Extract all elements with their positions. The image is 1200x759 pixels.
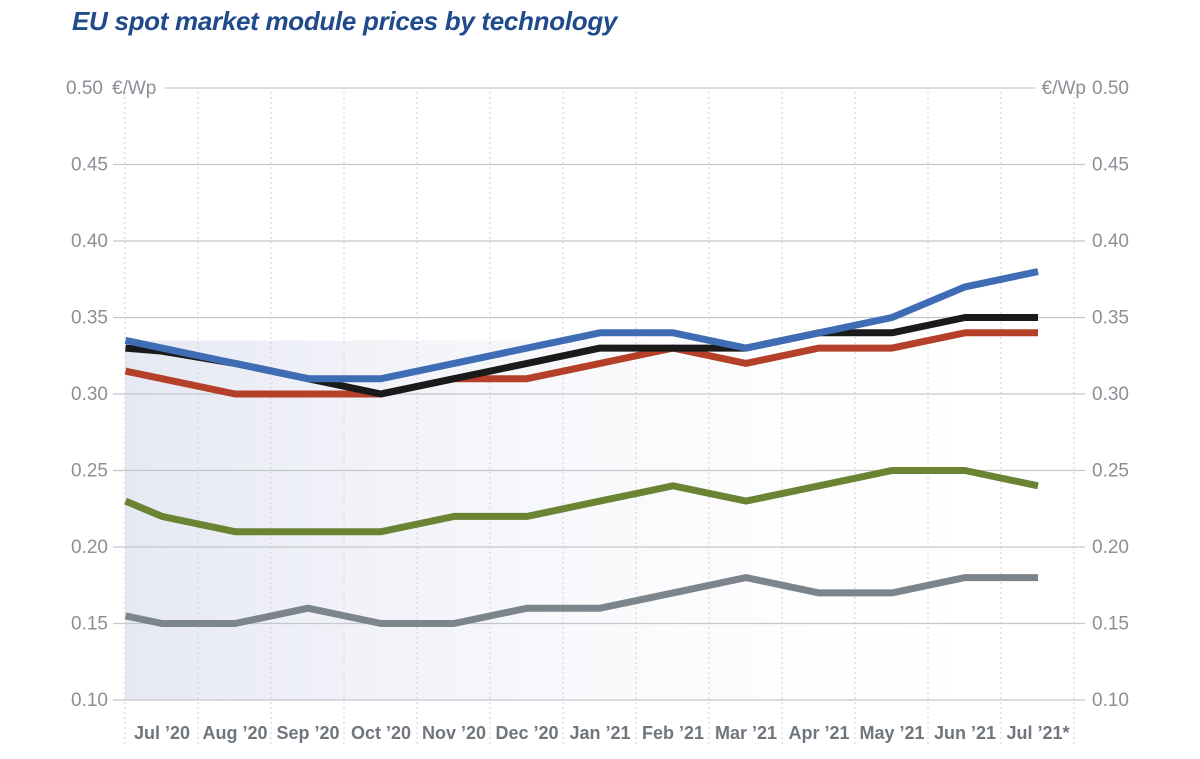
- y-axis-unit-left: €/Wp: [112, 78, 156, 99]
- y-tick-label-left: 0.25: [71, 461, 108, 482]
- y-tick-label-right: 0.10: [1092, 690, 1129, 711]
- x-tick-label: Jan ’21: [569, 723, 630, 743]
- y-tick-label-right: 0.45: [1092, 155, 1129, 176]
- x-tick-label: Feb ’21: [642, 723, 704, 743]
- chart-title: EU spot market module prices by technolo…: [72, 6, 618, 36]
- y-tick-label-left: 0.30: [71, 384, 108, 405]
- series-red-line: [124, 329, 1038, 398]
- series-blue-line: [124, 268, 1039, 383]
- y-tick-label-left: 0.45: [71, 155, 108, 176]
- x-tick-label: May ’21: [859, 723, 924, 743]
- y-tick-label-left: 0.10: [71, 690, 108, 711]
- y-tick-label-left: 0.40: [71, 231, 108, 252]
- x-tick-label: Aug ’20: [202, 723, 267, 743]
- y-tick-label-right: 0.25: [1092, 461, 1129, 482]
- y-tick-label-left: 0.50: [66, 78, 103, 99]
- y-tick-label-right: 0.35: [1092, 308, 1129, 329]
- y-tick-label-left: 0.15: [71, 614, 108, 635]
- x-tick-label: Sep ’20: [276, 723, 339, 743]
- y-tick-label-left: 0.20: [71, 537, 108, 558]
- x-tick-label: Jun ’21: [934, 723, 996, 743]
- x-tick-label: Jul ’20: [134, 723, 190, 743]
- y-tick-label-right: 0.40: [1092, 231, 1129, 252]
- y-tick-label-left: 0.35: [71, 308, 108, 329]
- plot-background: [125, 340, 1055, 700]
- x-tick-label: Dec ’20: [495, 723, 558, 743]
- y-tick-label-right: 0.50: [1092, 78, 1129, 99]
- series-gray-line: [124, 574, 1038, 627]
- x-tick-label: Oct ’20: [351, 723, 411, 743]
- y-tick-label-right: 0.15: [1092, 614, 1129, 635]
- series-green-line: [124, 467, 1039, 536]
- x-tick-label: Mar ’21: [715, 723, 777, 743]
- y-axis-unit-right: €/Wp: [1042, 78, 1086, 99]
- x-tick-label: Nov ’20: [422, 723, 486, 743]
- x-tick-label: Apr ’21: [788, 723, 849, 743]
- x-tick-label: Jul ’21*: [1006, 723, 1069, 743]
- y-tick-label-right: 0.20: [1092, 537, 1129, 558]
- y-tick-label-right: 0.30: [1092, 384, 1129, 405]
